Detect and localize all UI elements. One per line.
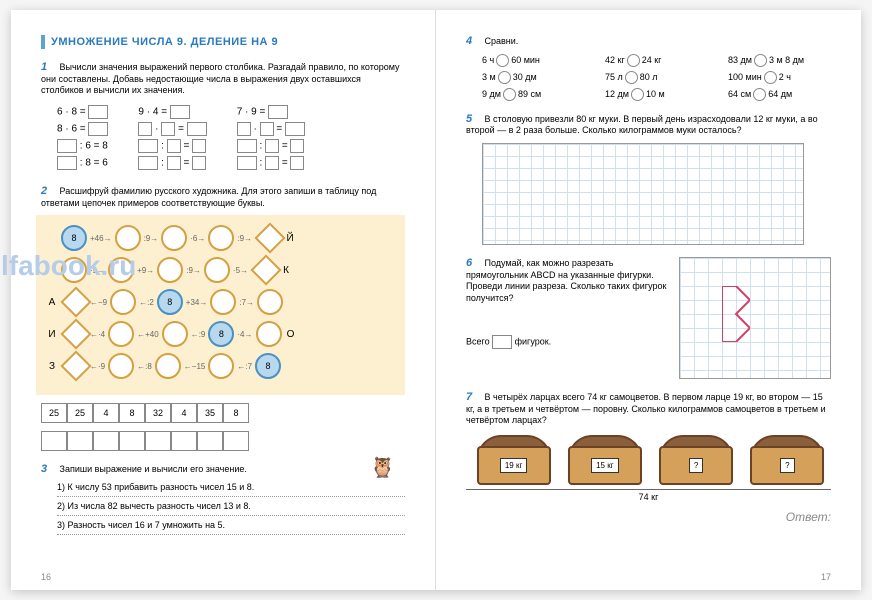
answer-label: Ответ: [466,510,831,524]
task-text: Подумай, как можно разрезать прямоугольн… [466,258,666,303]
task-7: 7 В четырёх ларцах всего 74 кг самоцвето… [466,391,831,524]
math-columns: 6 · 8 = 8 · 6 = : 6 = 8 : 8 = 6 9 · 4 = … [57,105,405,173]
task-number: 2 [41,185,57,197]
task-5: 5 В столовую привезли 80 кг муки. В перв… [466,113,831,245]
compare-grid: 6 ч60 мин42 кг24 кг83 дм3 м 8 дм 3 м30 д… [482,54,831,101]
chest-4: ? [750,435,820,485]
task-number: 4 [466,35,482,47]
task-number: 3 [41,463,57,475]
col3: 7 · 9 = · = : = : = [237,105,305,173]
chains-area: 8+46→:9→·6→:9→Й ·9→+9→:9→·5→К А←−9←:28+3… [36,215,405,395]
task-text: В столовую привезли 80 кг муки. В первый… [466,114,818,136]
task-text: Запиши выражение и вычисли его значение. [60,464,247,474]
chest-2: 15 кг [568,435,638,485]
task-text: Вычисли значения выражений первого столб… [41,62,400,95]
chests-row: 19 кг 15 кг ? ? [466,435,831,485]
page-number: 17 [821,572,831,582]
task-number: 1 [41,61,57,73]
right-page: 4 Сравни. 6 ч60 мин42 кг24 кг83 дм3 м 8 … [436,10,861,590]
task-text: Сравни. [485,36,519,46]
task-6: 6 B C A D Подумай, как можно разрезать п… [466,257,831,379]
page-number: 16 [41,572,51,582]
task-number: 5 [466,113,482,125]
chest-1: 19 кг [477,435,547,485]
result-table: 252548324358 [41,403,405,423]
task-text: Расшифруй фамилию русского художника. Дл… [41,186,376,208]
owl-icon: 🦉 [370,455,395,480]
answer-grid [482,143,804,245]
task-number: 7 [466,391,482,403]
task-number: 6 [466,257,482,269]
col1: 6 · 8 = 8 · 6 = : 6 = 8 : 8 = 6 [57,105,108,173]
rectangle-grid: B C A D [679,257,831,379]
col2: 9 · 4 = · = : = : = [138,105,206,173]
section-header: УМНОЖЕНИЕ ЧИСЛА 9. ДЕЛЕНИЕ НА 9 [41,35,405,49]
chest-3: ? [659,435,729,485]
task-2: 2 Расшифруй фамилию русского художника. … [41,185,405,451]
watermark: lfabook.ru [1,250,136,282]
task-text: В четырёх ларцах всего 74 кг самоцветов.… [466,392,826,425]
page-spread: lfabook.ru УМНОЖЕНИЕ ЧИСЛА 9. ДЕЛЕНИЕ НА… [11,10,861,590]
bracket-label: 74 кг [466,489,831,502]
task-4: 4 Сравни. 6 ч60 мин42 кг24 кг83 дм3 м 8 … [466,35,831,101]
task-1: 1 Вычисли значения выражений первого сто… [41,61,405,173]
left-page: lfabook.ru УМНОЖЕНИЕ ЧИСЛА 9. ДЕЛЕНИЕ НА… [11,10,436,590]
task-3: 3 Запиши выражение и вычисли его значени… [41,463,405,535]
